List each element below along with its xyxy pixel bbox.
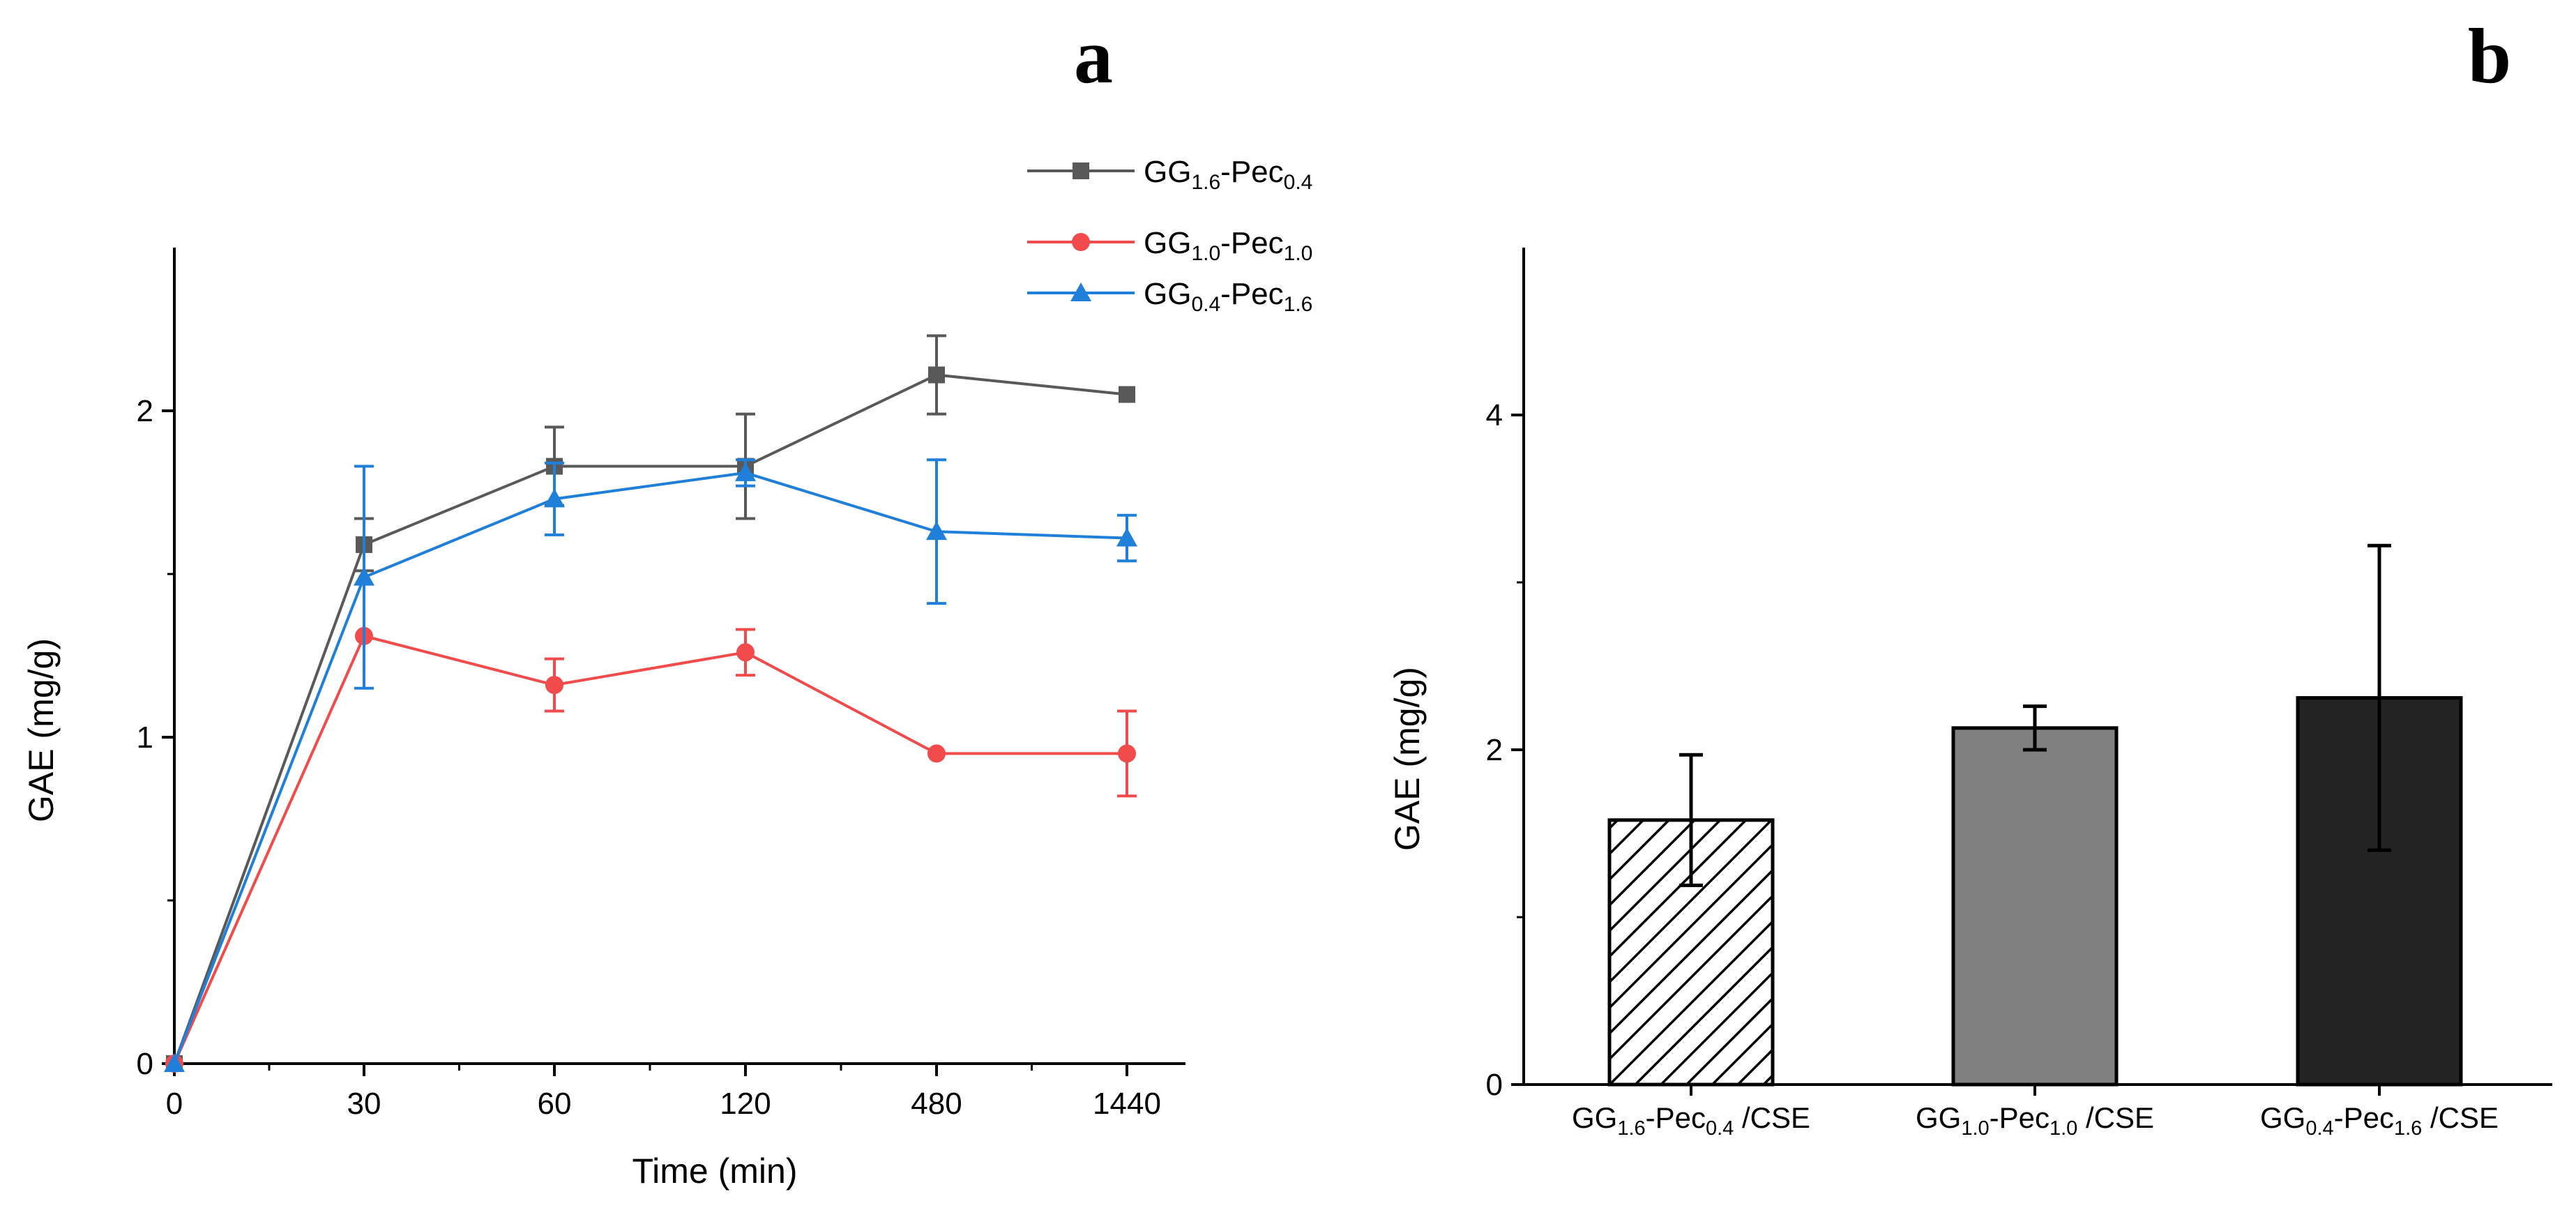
- x-tick-label: 30: [347, 1087, 381, 1121]
- legend-marker: [1072, 233, 1090, 251]
- bar-chart: 0 2 4 GG1.6-Pec0.4 /CSE GG1.0-Pec1.0 /CSE GG0…: [1388, 248, 2552, 1140]
- chart-b-ticks: 0 2 4 GG1.6-Pec0.4 /CSE GG1.0-Pec1.0 /CSE GG0…: [1486, 398, 2499, 1140]
- data-point: [164, 1053, 185, 1072]
- y-tick-label: 4: [1486, 398, 1503, 432]
- legend-label: GG1.6-Pec0.4: [1144, 155, 1312, 194]
- data-point: [926, 521, 947, 541]
- bar: [1951, 726, 2119, 1087]
- x-tick-label: 60: [538, 1087, 572, 1121]
- chart-b-y-axis-title: GAE (mg/g): [1388, 667, 1427, 851]
- chart-b-bars: [1607, 543, 2463, 1087]
- series-2: [164, 458, 1137, 1072]
- bar-group: [1951, 704, 2119, 1087]
- x-tick-label: 480: [911, 1087, 962, 1121]
- y-tick-label: 0: [1486, 1068, 1503, 1102]
- chart-b-axes: [1522, 248, 2552, 1086]
- x-tick-label: 120: [720, 1087, 771, 1121]
- chart-a-series-group: [164, 334, 1137, 1073]
- legend-entry: GG0.4-Pec1.6: [1027, 277, 1312, 316]
- legend-label: GG1.0-Pec1.0: [1144, 226, 1312, 265]
- panel-b-label: b: [2468, 13, 2511, 100]
- legend-entry: GG1.6-Pec0.4: [1027, 155, 1312, 194]
- series-1: [165, 626, 1137, 1073]
- legend-marker: [1070, 282, 1091, 301]
- bar-group: [2296, 543, 2463, 1087]
- chart-a-axes: [173, 248, 1185, 1065]
- series-line: [173, 373, 1128, 1064]
- chart-a-x-axis-title: Time (min): [632, 1152, 797, 1191]
- data-point: [1119, 386, 1135, 403]
- data-point: [735, 462, 756, 481]
- y-tick-label: 2: [137, 394, 153, 428]
- data-point: [736, 643, 755, 662]
- legend-marker: [1073, 163, 1089, 179]
- series-line: [173, 634, 1127, 1064]
- chart-a-legend: GG1.6-Pec0.4 GG1.0-Pec1.0 GG0.4-Pec1.6: [1027, 155, 1312, 316]
- x-tick-label: 0: [166, 1087, 183, 1121]
- data-point: [1118, 744, 1136, 763]
- series-line: [173, 471, 1128, 1064]
- x-tick-label: GG1.0-Pec1.0 /CSE: [1916, 1101, 2154, 1140]
- data-point: [1116, 527, 1137, 547]
- data-point: [927, 744, 946, 763]
- bar-group: [1607, 753, 1775, 1087]
- data-point: [928, 366, 945, 384]
- data-point: [545, 676, 563, 695]
- legend-entry: GG1.0-Pec1.0: [1027, 226, 1312, 265]
- y-tick-label: 0: [137, 1047, 153, 1081]
- y-tick-label: 2: [1486, 733, 1503, 767]
- x-tick-label: 1440: [1093, 1087, 1161, 1121]
- panel-a-label: a: [1074, 13, 1113, 100]
- chart-a-y-axis-title: GAE (mg/g): [22, 638, 61, 822]
- x-tick-label: GG0.4-Pec1.6 /CSE: [2260, 1101, 2499, 1140]
- series-0: [166, 334, 1135, 1072]
- legend-label: GG0.4-Pec1.6: [1144, 277, 1312, 316]
- data-point: [544, 488, 565, 508]
- x-tick-label: GG1.6-Pec0.4 /CSE: [1572, 1101, 1810, 1140]
- y-tick-label: 1: [137, 720, 153, 755]
- data-point: [354, 566, 374, 586]
